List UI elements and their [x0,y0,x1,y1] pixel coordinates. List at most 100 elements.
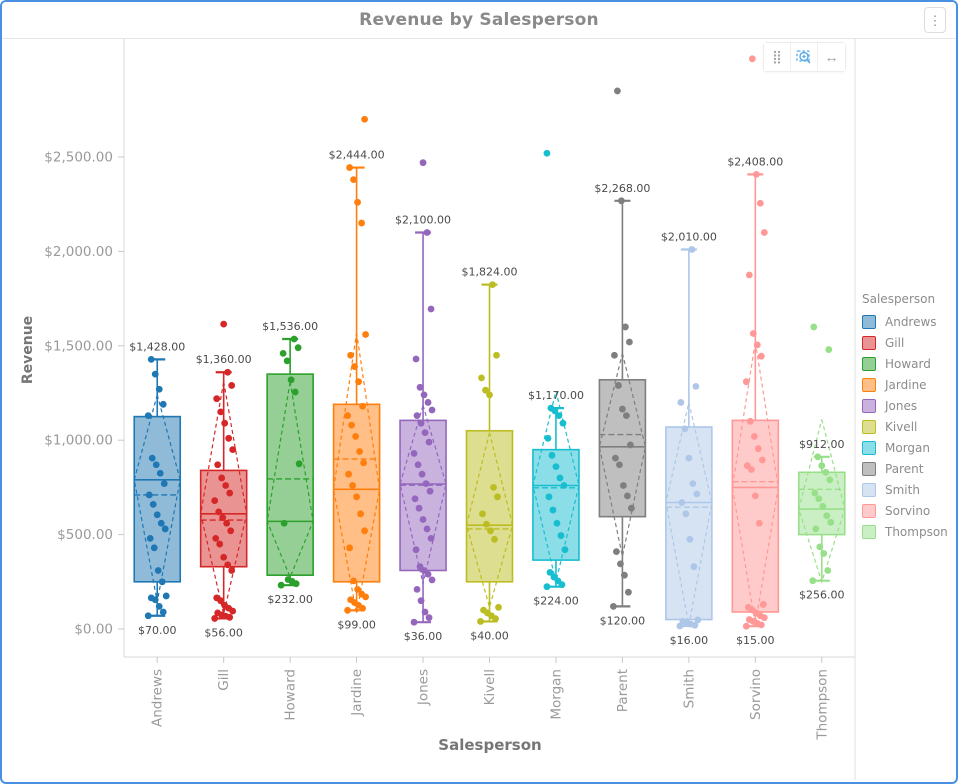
data-point[interactable] [827,518,835,526]
box-series-jardine[interactable]: $2,444.00 $99.00 [329,115,385,631]
data-point[interactable] [550,573,558,581]
data-point[interactable] [161,525,169,533]
data-point[interactable] [287,376,295,384]
data-point[interactable] [350,577,357,585]
x-category-label[interactable]: Thompson [814,669,830,741]
data-point[interactable] [426,487,434,495]
data-point[interactable] [226,489,234,497]
x-category-label[interactable]: Smith [681,669,697,708]
iqr-box[interactable] [465,429,514,583]
data-point[interactable] [824,567,832,574]
data-point[interactable] [758,456,766,464]
x-category-label[interactable]: Parent [615,669,631,712]
data-point[interactable] [478,374,485,382]
data-point[interactable] [347,351,354,359]
data-point[interactable] [229,446,237,454]
legend-item-sorvino[interactable]: Sorvino [862,504,954,518]
data-point[interactable] [421,429,429,437]
data-point[interactable] [750,433,758,440]
data-point[interactable] [628,504,635,512]
data-point[interactable] [620,482,627,489]
data-point[interactable] [625,588,632,596]
data-point[interactable] [412,355,420,363]
data-point[interactable] [616,461,623,469]
iqr-box[interactable] [266,373,314,576]
data-point[interactable] [495,603,502,611]
drag-handle-button[interactable] [764,43,791,71]
data-point[interactable] [146,534,154,542]
data-point[interactable] [746,417,754,425]
data-point[interactable] [692,382,700,390]
data-point[interactable] [419,159,427,167]
data-point[interactable] [422,480,430,488]
data-point[interactable] [490,484,497,491]
data-point[interactable] [742,622,750,630]
data-point[interactable] [358,219,365,227]
legend-item-morgan[interactable]: Morgan [862,441,954,455]
data-point[interactable] [355,378,362,386]
data-point[interactable] [626,338,633,346]
data-point[interactable] [223,519,231,527]
data-point[interactable] [688,246,696,253]
data-point[interactable] [354,585,361,593]
data-point[interactable] [291,388,299,396]
data-point[interactable] [826,476,834,484]
data-point[interactable] [487,527,494,535]
data-point[interactable] [546,568,554,576]
data-point[interactable] [345,470,352,478]
data-point[interactable] [148,454,156,462]
data-point[interactable] [693,490,701,498]
data-point[interactable] [757,352,765,360]
data-point[interactable] [219,514,227,522]
kebab-menu-button[interactable]: ⋮ [924,7,946,33]
data-point[interactable] [147,355,155,363]
data-point[interactable] [222,482,230,489]
legend-item-howard[interactable]: Howard [862,357,954,371]
data-point[interactable] [351,363,358,370]
data-point[interactable] [358,590,365,598]
data-point[interactable] [224,561,232,569]
data-point[interactable] [754,445,762,453]
data-point[interactable] [543,583,551,591]
data-point[interactable] [346,544,353,552]
box-series-sorvino[interactable]: $2,408.00 $15.00 [727,55,783,647]
data-point[interactable] [150,544,158,552]
data-point[interactable] [748,55,756,63]
data-point[interactable] [622,323,629,331]
data-point[interactable] [216,540,224,548]
data-point[interactable] [416,563,424,571]
x-category-label[interactable]: Jardine [349,669,365,717]
data-point[interactable] [419,516,427,523]
data-point[interactable] [483,520,490,528]
x-category-label[interactable]: Howard [283,669,299,721]
data-point[interactable] [749,330,757,337]
data-point[interactable] [151,370,159,378]
data-point[interactable] [744,603,752,611]
box-series-smith[interactable]: $2,010.00 $16.00 [661,231,717,647]
box-series-jones[interactable]: $2,100.00 $36.00 [395,159,451,643]
data-point[interactable] [410,618,418,626]
data-point[interactable] [417,419,425,427]
legend-item-thompson[interactable]: Thompson [862,525,954,539]
data-point[interactable] [354,198,361,206]
data-point[interactable] [280,519,288,527]
data-point[interactable] [612,454,619,462]
data-point[interactable] [427,305,435,313]
data-point[interactable] [489,281,496,289]
data-point[interactable] [162,592,170,600]
data-point[interactable] [413,585,421,593]
box-series-andrews[interactable]: $1,428.00 $70.00 [129,340,185,636]
data-point[interactable] [361,527,368,535]
data-point[interactable] [356,448,363,455]
data-point[interactable] [145,491,153,499]
data-point[interactable] [344,412,351,420]
data-point[interactable] [685,454,693,462]
iqr-box[interactable] [332,403,381,583]
data-point[interactable] [760,229,768,236]
box-series-parent[interactable]: $2,268.00 $120.00 [594,87,650,628]
data-point[interactable] [213,594,221,602]
zoom-selection-button[interactable] [791,43,818,71]
data-point[interactable] [690,563,698,571]
data-point[interactable] [417,597,425,605]
data-point[interactable] [552,463,560,471]
